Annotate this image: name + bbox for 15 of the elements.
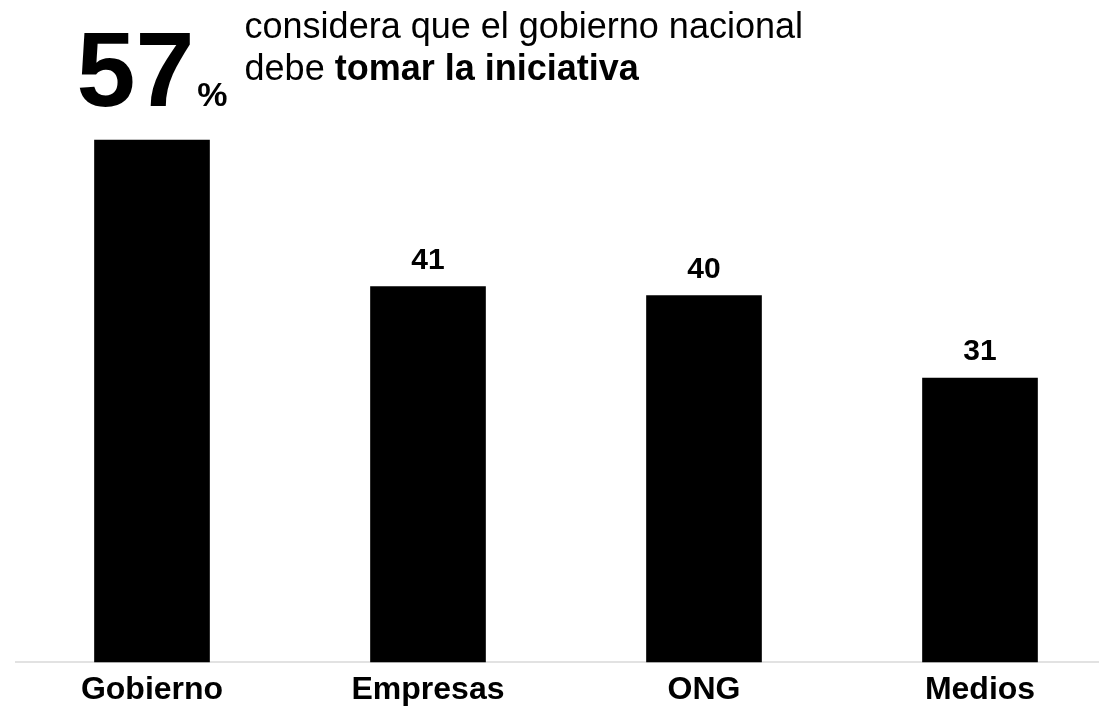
data-label: 31	[963, 333, 997, 367]
text: debe	[244, 47, 325, 88]
data-label: 57%	[76, 10, 228, 128]
x-tick-label: Gobierno	[80, 669, 224, 706]
bar	[370, 286, 486, 663]
data-label: 40	[687, 250, 721, 284]
bar	[922, 377, 1038, 663]
x-tick-label: ONG	[667, 669, 741, 706]
bar	[94, 139, 210, 663]
x-tick-label: Medios	[924, 669, 1036, 706]
x-tick-label: Empresas	[351, 669, 505, 706]
bar	[646, 295, 762, 663]
data-label: 41	[411, 241, 445, 275]
text: considera que el gobierno nacional	[244, 5, 803, 46]
text: tomar la iniciativa	[334, 47, 640, 88]
